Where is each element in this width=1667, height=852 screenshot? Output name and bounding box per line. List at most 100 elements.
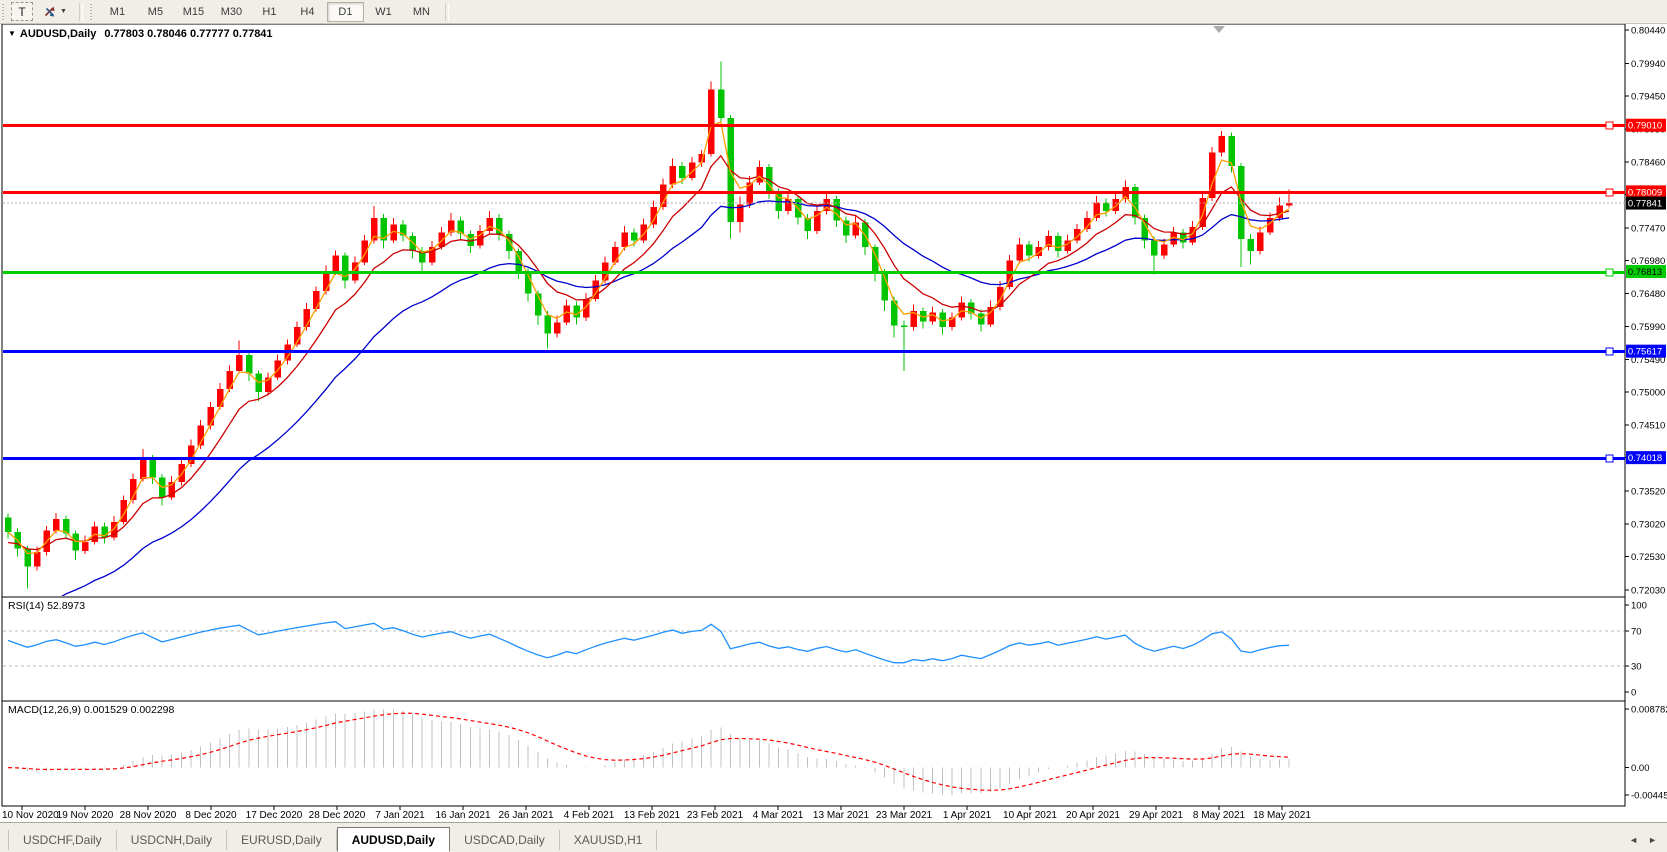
svg-text:70: 70 xyxy=(1631,627,1642,638)
svg-text:7 Jan 2021: 7 Jan 2021 xyxy=(375,810,425,821)
svg-text:0.72030: 0.72030 xyxy=(1631,586,1665,597)
svg-text:0.75490: 0.75490 xyxy=(1631,355,1665,366)
timeframe-button-w1[interactable]: W1 xyxy=(375,5,392,18)
svg-text:0.79010: 0.79010 xyxy=(1628,121,1662,132)
timeframe-button-d1[interactable]: D1 xyxy=(326,1,364,22)
main-chart-panel[interactable] xyxy=(1,23,1626,598)
svg-text:100: 100 xyxy=(1631,601,1647,612)
arrows-tool-button[interactable]: ▼ xyxy=(39,2,70,21)
line-drag-handle[interactable] xyxy=(1605,454,1614,463)
price-level-label: 0.79010 xyxy=(1626,118,1666,132)
price-axis[interactable]: 0.804400.799400.794500.789500.784600.779… xyxy=(1625,26,1665,597)
chart-ohlc-values: 0.77803 0.78046 0.77777 0.77841 xyxy=(104,28,273,40)
line-drag-handle[interactable] xyxy=(1605,347,1614,356)
svg-text:8 May 2021: 8 May 2021 xyxy=(1193,810,1246,821)
svg-text:26 Jan 2021: 26 Jan 2021 xyxy=(498,810,553,821)
macd-signal-line xyxy=(7,712,1290,791)
chart-tab-xauusd[interactable]: XAUUSD,H1 xyxy=(560,830,658,850)
timeframe-button-m30[interactable]: M30 xyxy=(220,5,243,18)
timeframe-button-h1[interactable]: H1 xyxy=(262,5,277,18)
svg-text:0.75000: 0.75000 xyxy=(1631,388,1665,399)
timeframe-button-mn[interactable]: MN xyxy=(412,5,430,18)
horizontal-line-0.75617[interactable] xyxy=(3,347,1625,356)
svg-text:13 Mar 2021: 13 Mar 2021 xyxy=(813,810,870,821)
timeframe-button-h4[interactable]: H4 xyxy=(300,5,315,18)
chart-tabs-bar: USDCHF,Daily USDCNH,Daily EURUSD,Daily AUDU… xyxy=(0,822,1667,852)
svg-text:1 Apr 2021: 1 Apr 2021 xyxy=(943,810,992,821)
svg-text:0.00: 0.00 xyxy=(1631,763,1650,774)
toolbar-grip[interactable] xyxy=(2,3,7,20)
horizontal-line-0.78009[interactable] xyxy=(3,188,1625,197)
chart-tabs: USDCHF,Daily USDCNH,Daily EURUSD,Daily AUDU… xyxy=(8,827,1629,852)
toolbar-separator xyxy=(78,2,83,21)
svg-text:0.72530: 0.72530 xyxy=(1631,552,1665,563)
chart-tab-eurusd[interactable]: EURUSD,Daily xyxy=(227,830,337,850)
svg-text:0.75990: 0.75990 xyxy=(1631,322,1665,333)
tab-scroll-buttons: ◄ ► xyxy=(1629,835,1657,845)
chart-collapse-icon[interactable]: ▼ xyxy=(8,29,16,38)
horizontal-line-0.76813[interactable] xyxy=(3,268,1625,277)
chart-tab-usdcnh[interactable]: USDCNH,Daily xyxy=(117,830,228,850)
rsi-line xyxy=(7,621,1290,664)
rsi-indicator-label: RSI(14) 52.8973 xyxy=(8,600,86,612)
svg-text:0.73020: 0.73020 xyxy=(1631,520,1665,531)
svg-text:20 Apr 2021: 20 Apr 2021 xyxy=(1066,810,1120,821)
price-level-label: 0.76813 xyxy=(1626,265,1666,279)
svg-text:23 Mar 2021: 23 Mar 2021 xyxy=(876,810,933,821)
line-drag-handle[interactable] xyxy=(1605,268,1614,277)
macd-axis[interactable]: 0.008782 0.00 -0.00445 xyxy=(1625,705,1667,802)
svg-text:19 Nov 2020: 19 Nov 2020 xyxy=(57,810,114,821)
horizontal-line-0.79010[interactable] xyxy=(3,121,1625,130)
svg-text:0.75617: 0.75617 xyxy=(1628,347,1662,358)
svg-text:0.008782: 0.008782 xyxy=(1631,705,1667,716)
svg-text:0.76480: 0.76480 xyxy=(1631,289,1665,300)
timeframe-button-m1[interactable]: M1 xyxy=(109,5,126,18)
horizontal-line-0.74018[interactable] xyxy=(3,454,1625,463)
svg-text:0.78460: 0.78460 xyxy=(1631,157,1665,168)
svg-text:10 Apr 2021: 10 Apr 2021 xyxy=(1003,810,1057,821)
svg-text:10 Nov 2020: 10 Nov 2020 xyxy=(2,810,59,821)
chart-tab-usdcad[interactable]: USDCAD,Daily xyxy=(450,830,560,850)
svg-text:0.76980: 0.76980 xyxy=(1631,256,1665,267)
timeframe-button-m5[interactable]: M5 xyxy=(147,5,164,18)
tab-scroll-left-icon[interactable]: ◄ xyxy=(1629,835,1639,845)
timeframe-button-m15[interactable]: M15 xyxy=(182,5,205,18)
toolbar-grip[interactable] xyxy=(89,3,95,20)
svg-text:28 Nov 2020: 28 Nov 2020 xyxy=(120,810,177,821)
svg-text:0.77470: 0.77470 xyxy=(1631,223,1665,234)
svg-text:0.78009: 0.78009 xyxy=(1628,187,1662,198)
chart-title: ▼ AUDUSD,Daily 0.77803 0.78046 0.77777 0.7… xyxy=(8,28,273,40)
ma-medium-line xyxy=(7,154,1290,551)
svg-text:16 Jan 2021: 16 Jan 2021 xyxy=(435,810,490,821)
svg-text:0.74018: 0.74018 xyxy=(1628,453,1662,464)
svg-text:0.79450: 0.79450 xyxy=(1631,91,1665,102)
macd-indicator-label: MACD(12,26,9) 0.001529 0.002298 xyxy=(8,704,175,716)
toolbar-separator xyxy=(444,2,449,21)
svg-text:17 Dec 2020: 17 Dec 2020 xyxy=(246,810,303,821)
chart-tab-usdchf[interactable]: USDCHF,Daily xyxy=(8,830,117,850)
svg-text:0.80440: 0.80440 xyxy=(1631,26,1665,37)
toolbar: T ▼ M1 M5 M15 M30 H1 H4 D1 W1 MN xyxy=(0,0,1667,24)
text-tool-button[interactable]: T xyxy=(11,2,33,21)
svg-text:18 May 2021: 18 May 2021 xyxy=(1253,810,1311,821)
svg-text:0.74510: 0.74510 xyxy=(1631,420,1665,431)
bid-price-label: 0.77841 xyxy=(1626,196,1666,210)
tab-scroll-right-icon[interactable]: ► xyxy=(1648,835,1657,845)
dropdown-arrow-icon[interactable]: ▼ xyxy=(60,8,67,15)
line-drag-handle[interactable] xyxy=(1605,188,1614,197)
line-drag-handle[interactable] xyxy=(1605,121,1614,130)
price-level-label: 0.78009 xyxy=(1626,185,1666,199)
svg-text:29 Apr 2021: 29 Apr 2021 xyxy=(1129,810,1183,821)
svg-text:13 Feb 2021: 13 Feb 2021 xyxy=(624,810,681,821)
chart-shift-marker-icon[interactable] xyxy=(1213,26,1225,33)
rsi-axis[interactable]: 100 70 30 0 xyxy=(1625,601,1647,699)
chart-tab-audusd[interactable]: AUDUSD,Daily xyxy=(336,827,451,852)
candles-layer xyxy=(5,61,1293,589)
svg-text:0.79940: 0.79940 xyxy=(1631,59,1665,70)
svg-text:8 Dec 2020: 8 Dec 2020 xyxy=(185,810,237,821)
macd-panel[interactable] xyxy=(1,700,1626,807)
svg-text:4 Mar 2021: 4 Mar 2021 xyxy=(753,810,804,821)
svg-text:4 Feb 2021: 4 Feb 2021 xyxy=(564,810,615,821)
